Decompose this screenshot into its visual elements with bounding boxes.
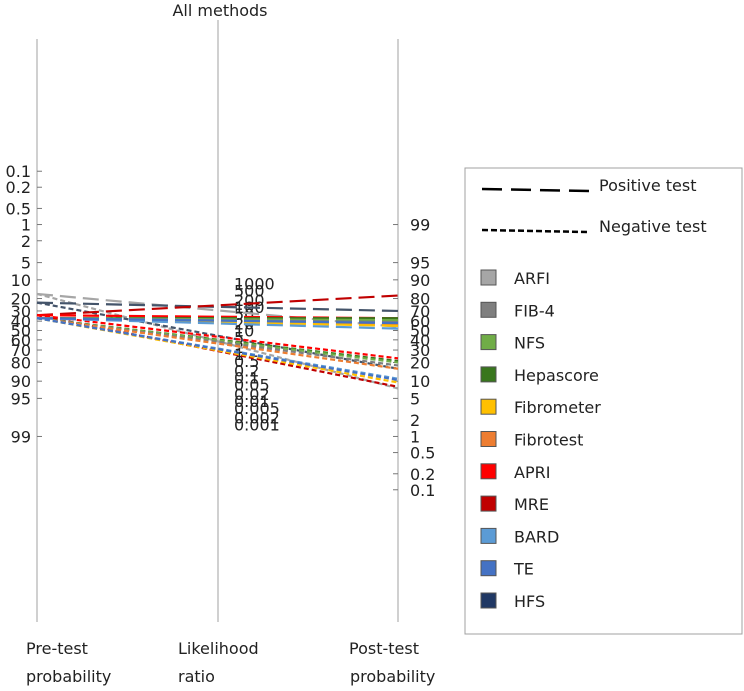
negative-test-line (36, 317, 399, 384)
legend-method-label: HFS (514, 592, 545, 611)
pretest-label-line2: probability (26, 667, 111, 686)
pretest-tick-label: 50 (11, 322, 31, 341)
lr-tick-label: 0.05 (234, 376, 270, 395)
lr-tick-label: 1000 (234, 275, 275, 294)
legend-method-label: MRE (514, 495, 549, 514)
legend-swatch (480, 527, 497, 544)
posttest-tick-label: 1 (410, 427, 420, 446)
legend-swatch (480, 334, 497, 351)
pretest-label-line1: Pre-test (26, 639, 88, 658)
legend-box (464, 167, 743, 635)
lr-label-line2: ratio (178, 667, 215, 686)
lr-tick-label: 200 (234, 291, 265, 310)
legend-swatch (480, 560, 497, 577)
lr-label-line1: Likelihood (178, 639, 259, 658)
posttest-tick-label: 50 (410, 322, 430, 341)
pretest-tick-label: 80 (11, 353, 31, 372)
posttest-tick-label: 2 (410, 411, 420, 430)
posttest-tick-label: 90 (410, 271, 430, 290)
lr-tick-label: 500 (234, 282, 265, 301)
legend-swatch (480, 495, 497, 512)
posttest-tick-label: 20 (410, 353, 430, 372)
posttest-tick-label: 80 (410, 290, 430, 309)
legend-method-label: Hepascore (514, 366, 599, 385)
legend-swatch (480, 463, 497, 480)
positive-test-line (36, 301, 399, 313)
pretest-tick-label: 95 (11, 389, 31, 408)
pretest-tick-label: 60 (11, 331, 31, 350)
posttest-tick-label: 10 (410, 372, 430, 391)
pretest-tick-label: 90 (11, 372, 31, 391)
pretest-tick-label: 40 (11, 312, 31, 331)
legend-swatch (480, 592, 497, 609)
pretest-tick-label: 1 (21, 216, 31, 235)
chart-title: All methods (172, 1, 267, 20)
lr-ticks: 10005002001005020105210.50.20.10.050.020… (234, 275, 280, 435)
pretest-tick-label: 99 (11, 427, 31, 446)
positive-test-line (36, 317, 399, 325)
positive-test-line (36, 294, 399, 317)
posttest-tick-label: 40 (410, 331, 430, 350)
pretest-tick-label: 0.5 (6, 199, 31, 218)
posttest-tick-label: 5 (410, 389, 420, 408)
pretest-tick-label: 5 (21, 254, 31, 273)
pretest-tick-label: 0.1 (6, 162, 31, 181)
negative-test-line (36, 292, 399, 390)
legend-positive-label: Positive test (599, 176, 697, 195)
pretest-tick-label: 2 (21, 232, 31, 251)
lr-tick-label: 1 (234, 345, 244, 364)
lr-tick-label: 0.001 (234, 416, 280, 435)
lr-tick-label: 10 (234, 322, 254, 341)
posttest-tick-label: 99 (410, 216, 430, 235)
posttest-tick-label: 30 (410, 341, 430, 360)
posttest-tick-label: 0.1 (410, 481, 435, 500)
lr-tick-label: 0.1 (234, 369, 259, 388)
pretest-tick-label: 0.2 (6, 178, 31, 197)
posttest-tick-label: 0.5 (410, 444, 435, 463)
lr-tick-label: 0.005 (234, 399, 280, 418)
legend-method-label: Fibrotest (514, 431, 583, 450)
legend-method-label: BARD (514, 527, 559, 546)
negative-test-line (36, 317, 399, 382)
legend-method-label: NFS (514, 334, 545, 353)
negative-test-line (36, 314, 399, 388)
legend-swatch (480, 366, 497, 383)
pretest-tick-label: 20 (11, 290, 31, 309)
posttest-label-line2: probability (350, 667, 435, 686)
series-lines (36, 292, 399, 390)
negative-test-line (36, 317, 399, 370)
legend-method-label: Fibrometer (514, 398, 601, 417)
lr-tick-label: 0.2 (234, 361, 259, 380)
legend-swatch (480, 431, 497, 447)
lr-tick-label: 0.002 (234, 408, 280, 427)
posttest-label-line1: Post-test (349, 639, 419, 658)
legend-method-label: TE (513, 560, 534, 579)
legend-swatch (480, 301, 497, 318)
pretest-tick-label: 10 (11, 271, 31, 290)
negative-test-line (36, 301, 399, 370)
posttest-tick-label: 0.2 (410, 465, 435, 484)
lr-tick-label: 0.02 (234, 385, 270, 404)
legend-negative-label: Negative test (599, 217, 707, 236)
legend-positive-line (481, 187, 591, 193)
legend-swatch (480, 398, 497, 415)
legend-method-label: APRI (514, 463, 550, 482)
legend-methods: ARFI FIB-4 NFS Hepascore Fibrometer Fibrotest… (480, 269, 601, 611)
legend-method-label: FIB-4 (514, 301, 555, 320)
lr-tick-label: 5 (234, 329, 244, 348)
legend-method-label: ARFI (514, 269, 550, 288)
legend-swatch (480, 269, 497, 286)
posttest-tick-label: 60 (410, 312, 430, 331)
pretest-tick-label: 30 (11, 302, 31, 321)
posttest-tick-label: 70 (410, 302, 430, 321)
lr-tick-label: 0.01 (234, 392, 270, 411)
posttest-tick-label: 95 (410, 254, 430, 273)
negative-test-line (36, 314, 399, 360)
pretest-tick-label: 70 (11, 341, 31, 360)
